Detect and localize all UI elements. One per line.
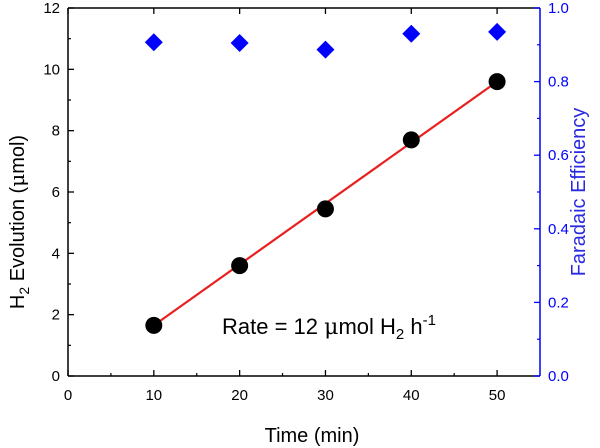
rate-annotation-part: h <box>404 314 422 339</box>
y-tick-label: 0 <box>52 368 60 385</box>
x-tick-label: 30 <box>317 387 334 404</box>
y2-tick-label: 1.0 <box>548 0 569 17</box>
y2-tick-label: 0.8 <box>548 74 569 91</box>
x-axis-label: Time (min) <box>265 425 360 447</box>
faradaic-efficiency-point <box>230 33 249 52</box>
faradaic-efficiency-point <box>402 24 421 43</box>
rate-annotation-part: Rate = 12 <box>222 314 324 339</box>
h2-evolution-point <box>488 73 506 91</box>
rate-annotation: Rate = 12 μmol H2 h-1 <box>222 312 436 343</box>
y-tick-label: 8 <box>52 123 60 140</box>
x-tick-label: 40 <box>403 387 420 404</box>
y-tick-label: 2 <box>52 307 60 324</box>
rate-annotation-superscript: -1 <box>423 312 436 329</box>
y-tick-label: 6 <box>52 184 60 201</box>
rate-annotation-part: mol H <box>338 314 395 339</box>
faradaic-efficiency-point <box>144 33 163 52</box>
y-axis-label-subscript: 2 <box>16 287 32 295</box>
rate-annotation-mu: μ <box>324 315 338 340</box>
h2-evolution-point <box>402 131 420 149</box>
y2-tick-label: 0.6 <box>548 147 569 164</box>
rate-annotation-subscript: 2 <box>396 326 404 343</box>
h2-evolution-point <box>316 200 334 218</box>
y-axis-label-mu: μ <box>5 174 29 187</box>
x-tick-label: 10 <box>145 387 162 404</box>
marks-layer <box>144 22 507 334</box>
y2-tick-label: 0.0 <box>548 368 569 385</box>
faradaic-efficiency-point <box>316 40 335 59</box>
ticks-layer: 0 10 20 30 40 50 0 2 4 6 8 10 12 0.0 0.2 0.4 0.6 0.8 1.0 <box>43 0 569 404</box>
y-axis-label-part: Evolution ( <box>7 186 29 286</box>
x-tick-label: 0 <box>64 387 72 404</box>
y-axis-label-part: mol) <box>7 135 29 174</box>
y2-tick-label: 0.2 <box>548 294 569 311</box>
x-tick-label: 20 <box>231 387 248 404</box>
h2-evolution-point <box>231 257 249 275</box>
h2-evolution-point <box>145 316 163 334</box>
y-tick-label: 10 <box>43 61 60 78</box>
y-tick-label: 4 <box>52 245 60 262</box>
y-tick-label: 12 <box>43 0 60 17</box>
y-axis-label: H2 Evolution (μmol) <box>5 135 32 309</box>
y-axis-label-part: H <box>7 295 29 309</box>
x-tick-label: 50 <box>489 387 506 404</box>
faradaic-efficiency-point <box>488 22 507 41</box>
y2-axis-label: Faradaic Efficiency <box>568 108 590 277</box>
y2-tick-label: 0.4 <box>548 221 569 238</box>
